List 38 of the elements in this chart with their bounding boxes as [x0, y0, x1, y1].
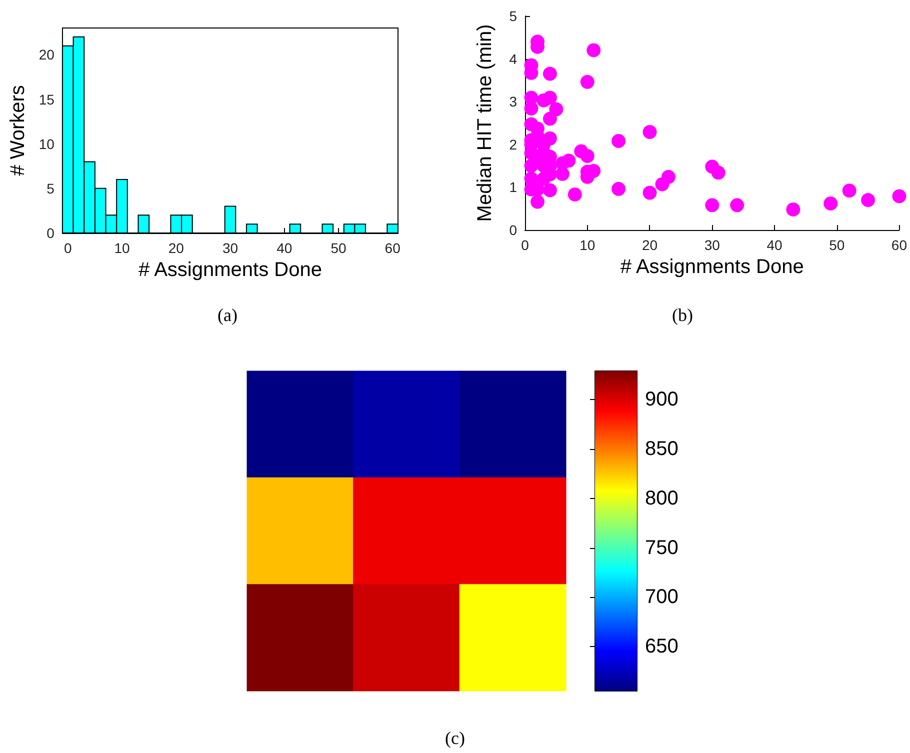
x-tick-label: 50	[829, 237, 845, 253]
x-tick-label: 40	[276, 240, 292, 256]
x-tick-label: 20	[642, 237, 658, 253]
y-tick-label: 1	[509, 179, 518, 196]
color-bar-label: 850	[645, 438, 678, 460]
y-tick-label: 4	[509, 50, 518, 67]
x-tick-label: 50	[330, 240, 346, 256]
x-tick-label: 20	[168, 240, 184, 256]
y-tick-label: 5	[509, 8, 518, 24]
x-tick-label: 60	[891, 237, 908, 253]
text: (c)	[445, 728, 465, 748]
color-bar-label: 800	[645, 487, 678, 510]
color-bar-label: 700	[645, 586, 678, 608]
y-tick-label: 15	[38, 91, 55, 108]
x-tick-label: 10	[580, 237, 596, 253]
x-tick-label: 30	[222, 240, 238, 256]
x-axis-title: # Assignments Done	[620, 256, 804, 278]
y-tick-label: 20	[38, 46, 55, 63]
y-tick-label: 10	[38, 136, 55, 152]
y-tick-label: 2	[509, 136, 518, 152]
x-axis-title: # Assignments Done	[138, 258, 322, 281]
y-tick-label: 0	[46, 225, 55, 241]
text: (a)	[218, 305, 238, 325]
y-axis-title: Median HIT time (min)	[474, 24, 496, 222]
x-tick-label: 0	[521, 237, 530, 253]
x-tick-label: 10	[114, 240, 130, 256]
y-tick-label: 3	[509, 94, 518, 110]
text: (b)	[672, 305, 694, 325]
x-tick-label: 30	[704, 237, 720, 253]
x-tick-label: 60	[384, 240, 401, 256]
y-tick-label: 0	[509, 222, 518, 238]
color-bar-label: 650	[645, 636, 678, 658]
color-bar-label: 900	[645, 388, 678, 411]
y-axis-title: # Workers	[7, 85, 29, 176]
x-tick-label: 40	[766, 237, 782, 253]
x-tick-label: 0	[64, 240, 72, 256]
y-tick-label: 5	[46, 180, 55, 196]
color-bar-label: 750	[645, 536, 678, 559]
